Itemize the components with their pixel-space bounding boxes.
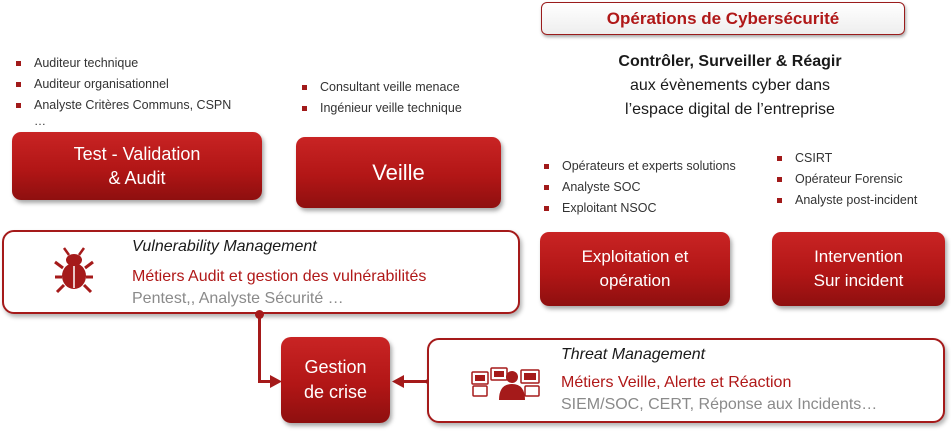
list-item: CSIRT: [775, 148, 917, 169]
bullet-icon: [16, 103, 21, 108]
bullet-icon: [544, 206, 549, 211]
connector-line: [258, 380, 272, 383]
bullet-icon: [302, 106, 307, 111]
intervention-box: Intervention Sur incident: [772, 232, 945, 306]
bullet-icon: [777, 177, 782, 182]
arrow-left-icon: [392, 375, 404, 388]
list-item: Auditeur technique: [14, 53, 231, 74]
list-item: Exploitant NSOC: [542, 198, 736, 219]
operator-monitors-icon: [471, 367, 540, 400]
list-item: Auditeur organisationnel: [14, 74, 231, 95]
bullet-icon: [777, 156, 782, 161]
bug-icon: [54, 247, 94, 294]
test-audit-box: Test - Validation & Audit: [12, 132, 262, 200]
bullet-icon: [16, 82, 21, 87]
headline: Contrôler, Surveiller & Réagir aux évène…: [560, 50, 900, 122]
page-title: Opérations de Cybersécurité: [541, 2, 905, 35]
gestion-crise-box: Gestion de crise: [281, 337, 390, 423]
vulnerability-panel: Vulnerability Management Métiers Audit e…: [2, 230, 520, 314]
bullet-icon: [777, 198, 782, 203]
bullet-icon: [302, 85, 307, 90]
list-item: Analyste SOC: [542, 177, 736, 198]
audit-roles-list: Auditeur technique Auditeur organisation…: [14, 53, 231, 116]
veille-box: Veille: [296, 137, 501, 208]
list-item: Analyste Critères Communs, CSPN: [14, 95, 231, 116]
threat-metier: Métiers Veille, Alerte et Réaction: [561, 374, 792, 391]
veille-roles-list: Consultant veille menace Ingénieur veill…: [300, 77, 462, 119]
audit-roles-ellipsis: …: [34, 114, 46, 128]
vulnerability-text: Pentest,, Analyste Sécurité …: [132, 290, 344, 307]
bullet-icon: [544, 185, 549, 190]
headline-line2: aux évènements cyber dans: [629, 77, 831, 94]
headline-bold: Contrôler, Surveiller & Réagir: [618, 53, 842, 70]
arrow-right-icon: [270, 375, 282, 388]
threat-panel: Threat Management Métiers Veille, Alerte…: [427, 338, 945, 423]
vulnerability-title: Vulnerability Management: [132, 238, 317, 255]
headline-line3: l’espace digital de l’entreprise: [625, 101, 835, 118]
vulnerability-metier: Métiers Audit et gestion des vulnérabili…: [132, 268, 427, 285]
threat-title: Threat Management: [561, 346, 706, 363]
list-item: Consultant veille menace: [300, 77, 462, 98]
list-item: Analyste post-incident: [775, 190, 917, 211]
exploitation-box: Exploitation et opération: [540, 232, 730, 306]
threat-text: SIEM/SOC, CERT, Réponse aux Incidents…: [561, 396, 878, 413]
list-item: Opérateur Forensic: [775, 169, 917, 190]
bullet-icon: [544, 164, 549, 169]
intervention-roles-list: CSIRT Opérateur Forensic Analyste post-i…: [775, 148, 917, 211]
connector-line: [402, 380, 428, 383]
list-item: Opérateurs et experts solutions: [542, 156, 736, 177]
exploitation-roles-list: Opérateurs et experts solutions Analyste…: [542, 156, 736, 219]
connector-line: [258, 314, 261, 383]
list-item: Ingénieur veille technique: [300, 98, 462, 119]
bullet-icon: [16, 61, 21, 66]
